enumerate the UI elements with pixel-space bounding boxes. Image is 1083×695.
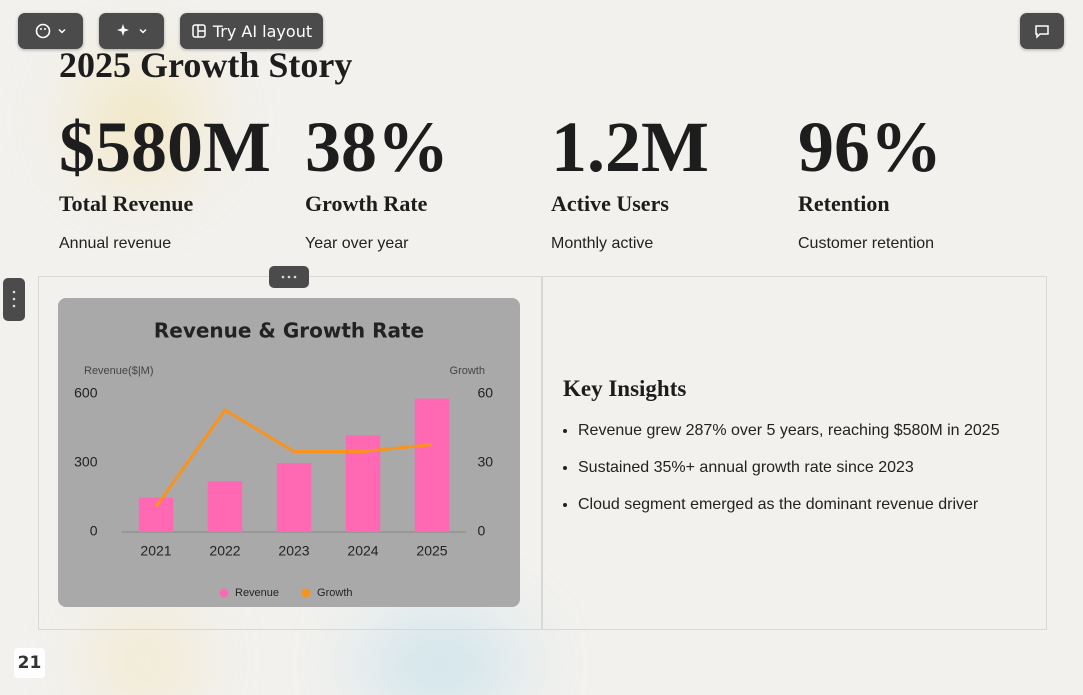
stat: 96% Retention Customer retention bbox=[798, 105, 1038, 253]
legend-swatch bbox=[301, 588, 311, 598]
y-tick-label: 0 bbox=[90, 523, 98, 539]
x-tick-label: 2023 bbox=[278, 543, 309, 559]
insight: Sustained 35%+ annual growth rate since … bbox=[578, 459, 1000, 477]
stat-label: Active Users bbox=[551, 191, 669, 216]
y-tick-label: 600 bbox=[74, 385, 98, 401]
stat-label: Retention bbox=[798, 191, 890, 216]
y2-tick-label: 30 bbox=[478, 454, 494, 470]
stat-value: $580M bbox=[59, 107, 271, 187]
theme-button[interactable] bbox=[18, 13, 83, 49]
legend-label: Revenue bbox=[235, 587, 279, 599]
chart-card: Revenue & Growth Rate Revenue($|M) Growt… bbox=[58, 298, 520, 607]
background-blob bbox=[100, 620, 190, 695]
stat-description: Customer retention bbox=[798, 235, 935, 252]
drag-handle[interactable] bbox=[3, 278, 25, 321]
stat-value: 38% bbox=[305, 107, 449, 187]
insight: Cloud segment emerged as the dominant re… bbox=[578, 496, 1000, 514]
stat-value: 96% bbox=[798, 107, 942, 187]
y2-tick-label: 0 bbox=[478, 523, 486, 539]
line bbox=[154, 408, 433, 508]
x-tick-label: 2021 bbox=[140, 543, 171, 559]
button-label: Try AI layout bbox=[212, 21, 313, 41]
chart-title: Revenue & Growth Rate bbox=[154, 319, 424, 343]
x-tick-label: 2022 bbox=[209, 543, 240, 559]
background-blob bbox=[360, 620, 520, 695]
stat: 1.2M Active Users Monthly active bbox=[551, 105, 791, 253]
stat: $580M Total Revenue Annual revenue bbox=[59, 105, 299, 253]
drag-handle[interactable] bbox=[269, 266, 309, 288]
legend-swatch bbox=[219, 588, 229, 598]
column-divider bbox=[541, 277, 543, 629]
bar bbox=[138, 497, 174, 532]
y2-tick-label: 60 bbox=[478, 385, 494, 401]
y-axis-title: Revenue($|M) bbox=[84, 365, 154, 377]
stat-description: Year over year bbox=[305, 235, 409, 252]
insights-title: Key Insights bbox=[563, 376, 687, 401]
bar bbox=[207, 481, 243, 532]
background-blob bbox=[80, 60, 200, 180]
slide-title: 2025 Growth Story bbox=[59, 45, 353, 85]
chart: Revenue & Growth Rate Revenue($|M) Growt… bbox=[74, 319, 494, 599]
y2-axis-title: Growth bbox=[450, 365, 485, 377]
legend-label: Growth bbox=[317, 587, 352, 599]
insights: Key Insights Revenue grew 287% over 5 ye… bbox=[563, 376, 1000, 533]
bar bbox=[414, 398, 450, 532]
x-tick-label: 2025 bbox=[416, 543, 447, 559]
page-number: 21 bbox=[14, 648, 45, 678]
insights-list: Revenue grew 287% over 5 years, reaching… bbox=[563, 422, 1000, 514]
y-tick-label: 300 bbox=[74, 454, 98, 470]
stat-description: Annual revenue bbox=[59, 235, 172, 252]
stat-value: 1.2M bbox=[551, 107, 709, 187]
stat: 38% Growth Rate Year over year bbox=[305, 105, 545, 253]
ai-layout-button[interactable]: Try AI layout bbox=[180, 13, 323, 49]
stat-description: Monthly active bbox=[551, 235, 654, 252]
insight: Revenue grew 287% over 5 years, reaching… bbox=[578, 422, 1000, 440]
stat-label: Total Revenue bbox=[59, 191, 194, 216]
ai-button[interactable] bbox=[99, 13, 164, 49]
comments-button[interactable] bbox=[1020, 13, 1064, 49]
bar bbox=[276, 463, 312, 532]
content-frame bbox=[38, 276, 1047, 630]
x-tick-label: 2024 bbox=[347, 543, 378, 559]
stat-label: Growth Rate bbox=[305, 191, 428, 216]
